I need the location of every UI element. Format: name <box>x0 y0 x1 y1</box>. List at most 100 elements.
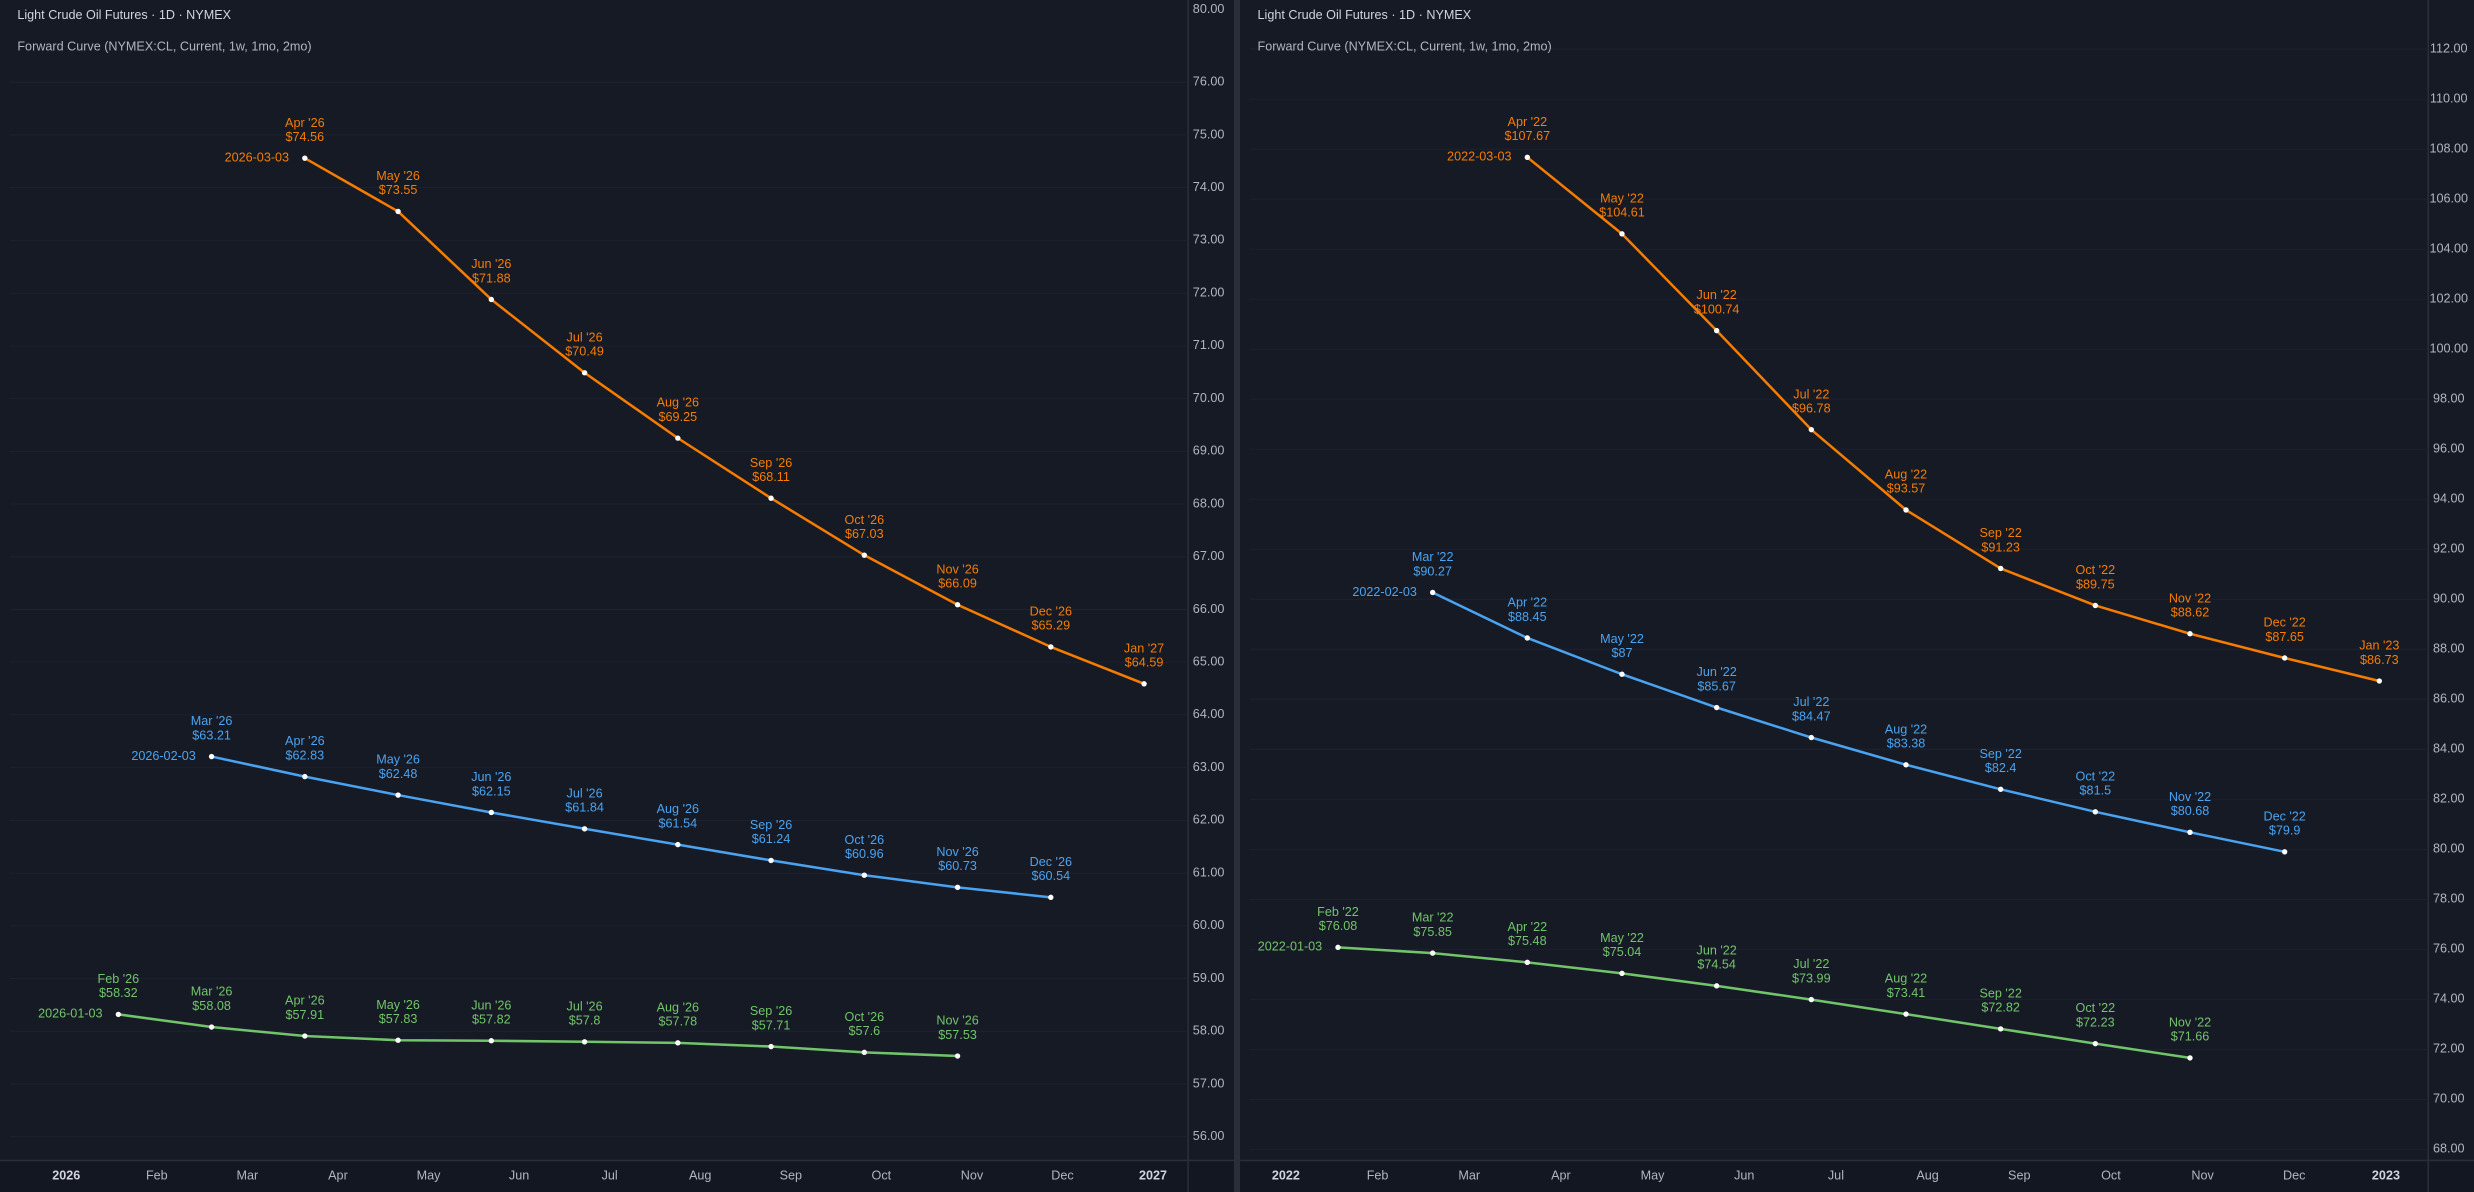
contract-label: Sep '26 <box>750 1004 792 1018</box>
x-tick-label: Feb <box>1367 1169 1389 1183</box>
x-tick-label: Apr <box>328 1169 348 1183</box>
price-label: $60.96 <box>845 847 884 861</box>
data-point <box>1524 959 1530 966</box>
contract-label: Jun '26 <box>471 770 511 784</box>
x-tick-label: Feb <box>146 1169 168 1183</box>
data-point <box>208 753 215 760</box>
contract-label: Jun '26 <box>471 257 511 271</box>
data-point <box>1713 704 1720 711</box>
contract-label: May '22 <box>1600 931 1644 945</box>
x-tick-label: 2027 <box>1139 1169 1167 1183</box>
price-label: $91.23 <box>1981 540 2020 554</box>
price-label: $57.78 <box>659 1015 698 1029</box>
price-label: $79.9 <box>2269 824 2301 838</box>
price-label: $60.54 <box>1032 869 1071 883</box>
price-label: $75.04 <box>1603 945 1642 959</box>
price-label: $61.24 <box>752 832 791 846</box>
x-tick-label: Jun <box>509 1169 529 1183</box>
data-point <box>115 1011 122 1018</box>
y-tick-label: 61.00 <box>1193 865 1225 879</box>
price-label: $76.08 <box>1319 919 1358 933</box>
y-tick-label: 84.00 <box>2433 742 2465 756</box>
data-point <box>2187 631 2193 637</box>
data-point <box>1048 894 1054 901</box>
data-point <box>768 1043 774 1050</box>
contract-label: Nov '26 <box>936 562 978 576</box>
price-label: $87 <box>1611 646 1632 660</box>
price-label: $74.54 <box>1697 958 1736 972</box>
data-point <box>2187 829 2193 835</box>
data-point <box>1713 983 1720 989</box>
data-point <box>675 841 681 848</box>
y-tick-label: 64.00 <box>1193 707 1225 721</box>
contract-label: Nov '22 <box>2169 1015 2211 1029</box>
data-point <box>2092 1040 2099 1047</box>
contract-label: May '26 <box>376 753 420 767</box>
price-label: $73.99 <box>1792 971 1831 985</box>
y-tick-label: 110.00 <box>2430 91 2468 105</box>
data-point <box>1429 589 1436 596</box>
data-point <box>2376 678 2383 684</box>
y-tick-label: 104.00 <box>2429 241 2468 255</box>
price-label: $66.09 <box>938 577 977 591</box>
data-point <box>1619 970 1625 977</box>
data-point <box>861 1049 868 1056</box>
contract-label: Oct '22 <box>2076 563 2116 577</box>
price-label: $62.83 <box>286 748 325 762</box>
contract-label: Mar '26 <box>191 985 233 999</box>
data-point <box>395 208 401 215</box>
price-label: $68.11 <box>752 470 790 484</box>
y-tick-label: 68.00 <box>2433 1142 2465 1156</box>
x-tick-label: Nov <box>2191 1169 2214 1183</box>
x-tick-label: May <box>1641 1169 1666 1183</box>
contract-label: Dec '26 <box>1030 855 1072 869</box>
data-point <box>581 826 588 832</box>
y-tick-label: 63.00 <box>1193 760 1225 774</box>
contract-label: Dec '22 <box>2263 809 2305 823</box>
contract-label: Jun '22 <box>1697 288 1737 302</box>
data-point <box>1903 762 1909 768</box>
y-tick-label: 72.00 <box>1193 285 1225 299</box>
y-tick-label: 72.00 <box>2433 1042 2465 1056</box>
data-point <box>1997 565 2004 572</box>
y-tick-label: 73.00 <box>1193 233 1225 247</box>
x-tick-label: Oct <box>2101 1169 2121 1183</box>
panel-divider <box>1233 0 1241 1192</box>
contract-label: Jan '23 <box>2359 639 2399 653</box>
data-point <box>1713 327 1720 334</box>
x-tick-label: Aug <box>1916 1169 1938 1183</box>
contract-label: Sep '22 <box>1979 986 2021 1000</box>
contract-label: Nov '22 <box>2169 591 2211 605</box>
price-label: $89.75 <box>2076 577 2115 591</box>
data-point <box>395 792 401 798</box>
price-label: $57.8 <box>569 1014 601 1028</box>
y-tick-label: 58.00 <box>1193 1024 1225 1038</box>
y-tick-label: 56.00 <box>1193 1129 1225 1143</box>
data-point <box>1808 734 1815 741</box>
contract-label: Jan '27 <box>1124 641 1164 655</box>
price-label: $85.67 <box>1697 679 1736 693</box>
series-name: 2026-01-03 <box>38 1007 102 1021</box>
price-label: $62.48 <box>379 767 418 781</box>
data-point <box>1429 950 1436 956</box>
price-label: $72.23 <box>2076 1015 2115 1029</box>
data-point <box>1141 681 1147 687</box>
contract-label: Nov '26 <box>936 845 978 859</box>
price-label: $60.73 <box>938 859 977 873</box>
chart-subtitle: Forward Curve (NYMEX:CL, Current, 1w, 1m… <box>17 40 311 54</box>
x-tick-label: Jul <box>1828 1169 1844 1183</box>
contract-label: Sep '22 <box>1979 747 2021 761</box>
contract-label: Apr '26 <box>285 994 325 1008</box>
data-point <box>1335 944 1341 951</box>
y-tick-label: 68.00 <box>1193 496 1225 510</box>
price-label: $57.82 <box>472 1013 511 1027</box>
data-point <box>208 1024 215 1030</box>
price-label: $93.57 <box>1887 482 1926 496</box>
series-name: 2026-02-03 <box>131 749 195 763</box>
data-point <box>1997 1026 2004 1032</box>
price-label: $107.67 <box>1505 129 1551 143</box>
contract-label: Jul '22 <box>1793 957 1829 971</box>
contract-label: Apr '26 <box>285 116 325 130</box>
